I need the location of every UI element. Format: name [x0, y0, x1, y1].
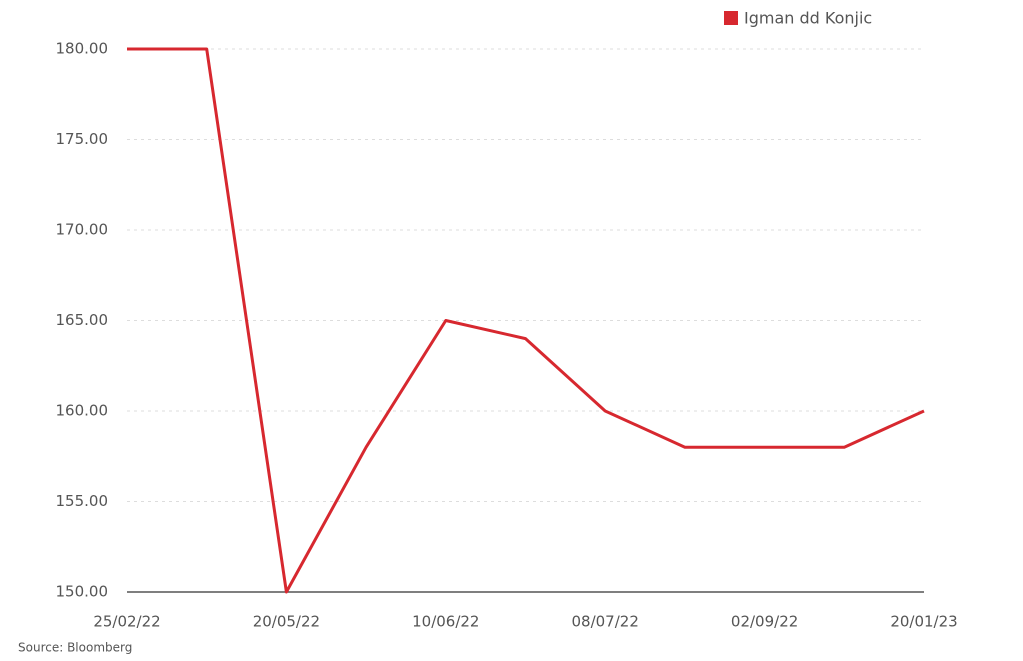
y-tick-label: 150.00 — [56, 583, 109, 601]
line-series — [127, 47, 925, 594]
y-tick-label: 155.00 — [56, 492, 109, 510]
x-tick-label: 02/09/22 — [731, 613, 798, 631]
legend-label: Igman dd Konjic — [744, 9, 872, 28]
x-tick-label: 08/07/22 — [572, 613, 639, 631]
source-note: Source: Bloomberg — [18, 641, 132, 655]
y-tick-label: 175.00 — [56, 130, 109, 148]
y-tick-label: 170.00 — [56, 221, 109, 239]
x-tick-label: 20/01/23 — [890, 613, 957, 631]
y-tick-label: 160.00 — [56, 402, 109, 420]
y-tick-label: 165.00 — [56, 311, 109, 329]
x-tick-label: 25/02/22 — [93, 613, 160, 631]
legend-swatch — [724, 11, 738, 25]
x-tick-label: 20/05/22 — [253, 613, 320, 631]
y-tick-label: 180.00 — [56, 40, 109, 58]
x-tick-label: 10/06/22 — [412, 613, 479, 631]
